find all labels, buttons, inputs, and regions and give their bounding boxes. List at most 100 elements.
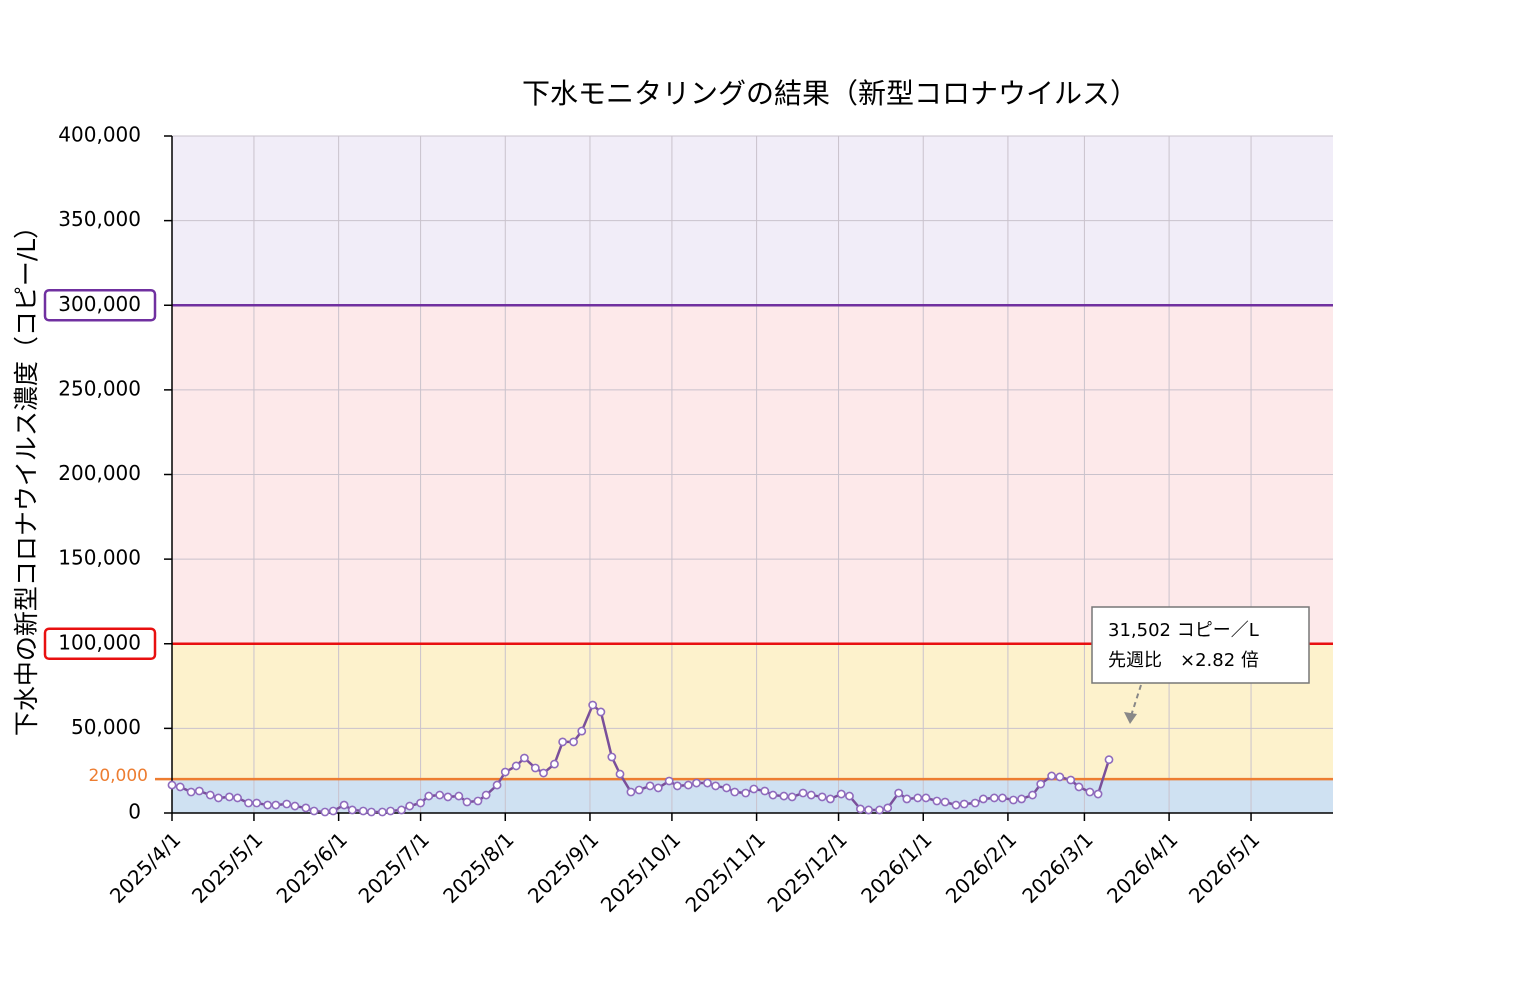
data-point bbox=[358, 806, 368, 816]
data-point bbox=[397, 805, 406, 815]
data-point bbox=[588, 700, 598, 710]
data-point bbox=[817, 792, 827, 802]
data-point bbox=[798, 788, 808, 798]
data-point bbox=[416, 798, 425, 808]
x-tick-label: 2026/3/1 bbox=[1017, 827, 1097, 907]
threshold-box bbox=[43, 627, 157, 660]
data-point bbox=[730, 787, 740, 797]
data-point bbox=[1028, 790, 1037, 800]
data-point bbox=[970, 798, 980, 808]
data-point bbox=[405, 801, 415, 811]
data-point bbox=[722, 783, 731, 793]
x-tick-label: 2026/5/1 bbox=[1184, 827, 1264, 907]
data-point bbox=[703, 778, 712, 788]
y-tick-label: 150,000 bbox=[58, 546, 141, 570]
data-point bbox=[454, 791, 464, 801]
data-point bbox=[741, 788, 751, 798]
threshold-box bbox=[43, 289, 157, 322]
data-point bbox=[539, 768, 548, 778]
data-point bbox=[328, 806, 338, 816]
data-point bbox=[320, 807, 330, 817]
data-point bbox=[1017, 794, 1026, 804]
data-point bbox=[672, 781, 682, 791]
data-point bbox=[301, 803, 311, 813]
data-point bbox=[550, 759, 559, 769]
data-point bbox=[864, 805, 873, 815]
data-point bbox=[1055, 772, 1065, 782]
data-point bbox=[492, 780, 502, 790]
data-point bbox=[1104, 755, 1114, 765]
data-point bbox=[711, 781, 721, 791]
x-tick-label: 2025/12/1 bbox=[762, 827, 851, 916]
data-point bbox=[913, 793, 923, 803]
data-point bbox=[894, 788, 904, 798]
y-tick-label: 100,000 bbox=[58, 630, 141, 654]
data-point bbox=[787, 792, 797, 802]
data-point bbox=[856, 804, 865, 814]
data-point bbox=[424, 791, 434, 801]
data-point bbox=[244, 798, 253, 808]
data-point bbox=[339, 800, 349, 810]
data-point bbox=[1093, 789, 1103, 799]
data-point bbox=[309, 806, 319, 816]
data-point bbox=[500, 767, 510, 777]
data-point bbox=[883, 803, 893, 813]
annotation-arrowhead bbox=[1124, 712, 1137, 724]
data-point bbox=[626, 787, 636, 797]
data-point bbox=[989, 793, 999, 803]
data-point bbox=[951, 800, 961, 810]
annotation-line: 先週比 ×2.82 倍 bbox=[1108, 650, 1259, 671]
data-point bbox=[978, 794, 988, 804]
x-tick-label: 2026/2/1 bbox=[941, 827, 1021, 907]
data-point bbox=[779, 791, 789, 801]
y-tick-label: 400,000 bbox=[58, 123, 141, 147]
x-tick-label: 2025/4/1 bbox=[105, 827, 185, 907]
data-point bbox=[282, 799, 292, 809]
data-point bbox=[634, 785, 644, 795]
data-point bbox=[664, 776, 674, 786]
data-point bbox=[683, 780, 693, 790]
data-point bbox=[940, 797, 950, 807]
data-point bbox=[569, 737, 578, 747]
plot-area bbox=[171, 135, 1333, 814]
data-point bbox=[959, 799, 969, 809]
data-point bbox=[233, 793, 242, 803]
y-axis-label: 下水中の新型コロナウイルス濃度（コピー/L） bbox=[12, 214, 41, 736]
data-point bbox=[845, 791, 854, 801]
data-point bbox=[749, 784, 759, 794]
y-tick-label: 300,000 bbox=[58, 292, 141, 316]
y-tick-label: 200,000 bbox=[58, 461, 141, 485]
data-point bbox=[921, 793, 931, 803]
data-point bbox=[577, 726, 587, 736]
data-point bbox=[386, 806, 395, 816]
data-point bbox=[290, 801, 300, 811]
data-point bbox=[607, 752, 617, 762]
data-point bbox=[511, 761, 521, 771]
data-point bbox=[194, 786, 204, 796]
data-point bbox=[347, 805, 357, 815]
data-point bbox=[615, 769, 625, 779]
data-point bbox=[167, 780, 177, 790]
data-point bbox=[205, 790, 215, 800]
data-point bbox=[1036, 779, 1046, 789]
data-point bbox=[653, 783, 663, 793]
data-point bbox=[1066, 775, 1076, 785]
data-point bbox=[175, 782, 185, 792]
data-point bbox=[825, 794, 835, 804]
y-tick-label: 0 bbox=[128, 800, 141, 824]
data-point bbox=[214, 793, 223, 803]
chart-title: 下水モニタリングの結果（新型コロナウイルス） bbox=[522, 77, 1138, 110]
data-point bbox=[875, 805, 884, 815]
data-point bbox=[1047, 771, 1057, 781]
data-point bbox=[768, 790, 778, 800]
data-point bbox=[1008, 795, 1018, 805]
data-point bbox=[902, 794, 912, 804]
data-point bbox=[836, 789, 846, 799]
data-point bbox=[519, 753, 529, 763]
y-tick-label: 350,000 bbox=[58, 207, 141, 231]
data-point bbox=[224, 792, 234, 802]
y-tick-label: 50,000 bbox=[71, 715, 141, 739]
data-point bbox=[435, 790, 445, 800]
data-point bbox=[367, 807, 376, 817]
